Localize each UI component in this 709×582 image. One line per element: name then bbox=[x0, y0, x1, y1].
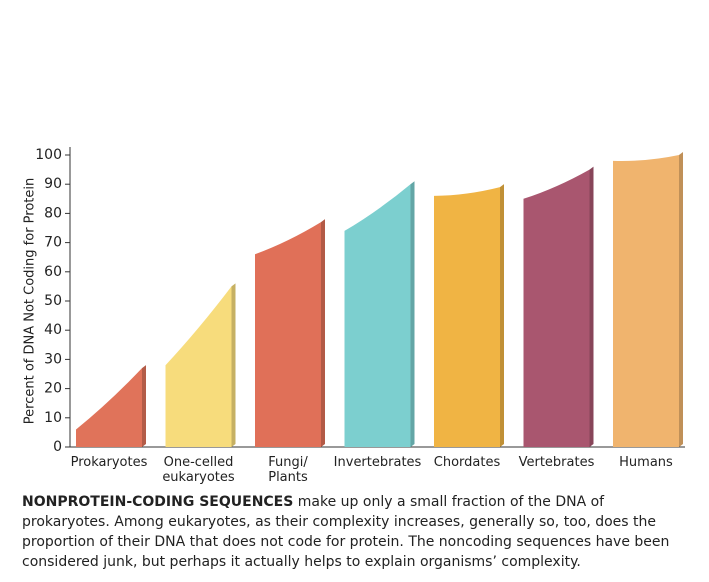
caption: NONPROTEIN-CODING SEQUENCES make up only… bbox=[22, 492, 694, 572]
x-tick-label: Invertebrates bbox=[333, 455, 422, 470]
y-tick-label: 100 bbox=[35, 147, 62, 163]
y-tick-label: 60 bbox=[44, 264, 62, 280]
bar bbox=[344, 184, 411, 447]
y-tick-label: 30 bbox=[44, 351, 62, 367]
x-tick-label: Chordates bbox=[433, 455, 501, 470]
bar-side bbox=[589, 166, 594, 447]
chart: Percent of DNA Not Coding for Protein 0 1… bbox=[23, 147, 685, 455]
bar bbox=[76, 368, 142, 447]
caption-lead: NONPROTEIN-CODING SEQUENCES bbox=[22, 494, 294, 510]
bar bbox=[613, 155, 679, 447]
y-tick-label: 0 bbox=[53, 439, 62, 455]
y-tick-label: 80 bbox=[44, 205, 62, 221]
y-tick-label: 70 bbox=[44, 235, 62, 251]
y-tick-label: 10 bbox=[44, 410, 62, 426]
x-tick-label: Fungi/ Plants bbox=[268, 455, 308, 485]
x-tick-label: Humans bbox=[619, 455, 673, 470]
bar bbox=[434, 187, 500, 447]
bar-side bbox=[500, 184, 504, 447]
bar bbox=[255, 222, 321, 447]
x-tick-label: One-celled eukaryotes bbox=[162, 455, 235, 485]
bar-side bbox=[410, 181, 415, 447]
x-tick-label: Prokaryotes bbox=[70, 455, 148, 470]
bar-side bbox=[142, 365, 146, 447]
x-tick-label: Vertebrates bbox=[518, 455, 595, 470]
bar-side bbox=[231, 283, 236, 447]
bar-side bbox=[679, 152, 683, 447]
y-tick-label: 90 bbox=[44, 176, 62, 192]
y-tick-label: 50 bbox=[44, 293, 62, 309]
bar bbox=[523, 169, 590, 447]
caption-text: make up only a small fraction of the DNA… bbox=[22, 494, 670, 570]
bar bbox=[165, 286, 232, 447]
y-axis-label: Percent of DNA Not Coding for Protein bbox=[23, 178, 38, 424]
y-tick-label: 20 bbox=[44, 381, 62, 397]
bar-side bbox=[321, 219, 325, 447]
y-tick-label: 40 bbox=[44, 322, 62, 338]
